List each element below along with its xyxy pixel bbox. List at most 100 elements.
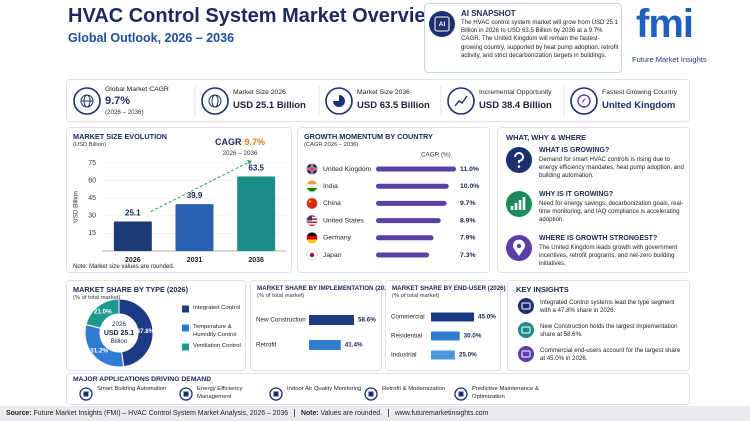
flag-outline xyxy=(306,249,318,261)
y-tick-label: 30 xyxy=(88,213,96,220)
flag-part xyxy=(306,239,318,244)
flag-part xyxy=(306,215,318,227)
bar xyxy=(431,331,460,341)
slice-label: 21.0% xyxy=(94,309,112,316)
flag xyxy=(306,163,318,175)
app-label: Smart Building Automation xyxy=(97,386,167,392)
icon-glyph xyxy=(521,326,531,334)
value-label: 30.0% xyxy=(464,333,482,340)
kpi-label: Market Size 2036 xyxy=(357,89,410,96)
category-label: Commercial xyxy=(391,314,425,321)
icon-glyph xyxy=(514,203,518,210)
slice-label: 31.2% xyxy=(90,347,108,354)
kpi-value: 9.7% xyxy=(105,95,131,107)
category-label: India xyxy=(323,183,338,190)
graphic xyxy=(518,298,534,362)
y-axis-label: USD Billion xyxy=(73,191,80,223)
icon-glyph xyxy=(83,391,89,397)
value-label: 58.6% xyxy=(358,317,376,324)
chart-subtitle: (% of total market) xyxy=(392,293,440,299)
center-label: Billion xyxy=(111,338,128,345)
value-label: 7.9% xyxy=(460,235,476,242)
flag-part xyxy=(306,224,318,227)
graphic xyxy=(73,86,598,117)
bar xyxy=(376,166,456,172)
category-label: Germany xyxy=(323,235,352,242)
kpi-value: USD 25.1 Billion xyxy=(233,100,306,111)
url: www.futuremarketinsights.com xyxy=(394,410,489,417)
category-label: China xyxy=(323,200,341,207)
section-title: KEY INSIGHTS xyxy=(516,285,569,294)
value-label: 7.3% xyxy=(460,252,476,259)
app-icon xyxy=(269,387,283,401)
chart-subtitle: (% of total market) xyxy=(73,295,121,301)
icon-glyph xyxy=(516,243,522,249)
bar xyxy=(376,200,447,206)
bar xyxy=(376,252,430,258)
icon-glyph xyxy=(183,391,189,397)
x-tick-label: 2036 xyxy=(248,257,264,264)
chart-title: GROWTH MOMENTUM BY COUNTRY xyxy=(304,132,433,141)
icon-glyph xyxy=(510,206,514,210)
icon-glyph xyxy=(577,94,591,108)
donut-slice xyxy=(118,298,154,368)
legend-label: Ventilation Control xyxy=(193,343,241,349)
logo-mark: fmi xyxy=(636,2,694,46)
graphic: CAGR (%) United Kingdom 11.0% India 10.0% Chi… xyxy=(306,152,479,261)
insight-icon xyxy=(518,298,534,314)
icon-glyph xyxy=(368,391,374,397)
center-label: USD 25.1 xyxy=(104,330,134,337)
ai-icon-label: AI xyxy=(439,21,446,28)
value-label: 9.7% xyxy=(460,200,476,207)
chart-title: MARKET SHARE BY IMPLEMENTATION (2026) xyxy=(257,285,394,292)
graphic: 15 30 45 60 75 USD Billion 25.1 2026 39.9 2031 63.… xyxy=(73,159,287,264)
icon-glyph xyxy=(458,391,464,397)
key-insights: KEY INSIGHTS Integrated Control systems … xyxy=(507,280,690,371)
page-subtitle: Global Outlook, 2026 – 2036 xyxy=(68,31,235,45)
app-label: Predictive Maintenance & Optimization xyxy=(472,386,539,400)
flag xyxy=(306,215,318,227)
chart-panel: 47.8% 31.2% 21.0% 2026 USD 25.1 Billion MARKET… xyxy=(66,280,246,371)
flag xyxy=(306,197,318,209)
x-tick-label: 2026 xyxy=(125,257,141,264)
app-icon xyxy=(454,387,468,401)
kpi-label: Incremental Opportunity xyxy=(479,89,552,96)
chart-panel: CAGR (%) United Kingdom 11.0% India 10.0% Chi… xyxy=(297,127,490,273)
bar xyxy=(376,235,434,241)
flag xyxy=(306,232,318,244)
chart-panel: 15 30 45 60 75 USD Billion 25.1 2026 39.9 2031 63.… xyxy=(66,127,292,273)
bar xyxy=(309,315,354,325)
category-label: Retrofit xyxy=(256,342,277,349)
flag-outline xyxy=(306,232,318,244)
insight-icon xyxy=(518,322,534,338)
app-label: Energy Efficiency Management xyxy=(197,386,243,400)
flag xyxy=(306,249,318,261)
icon-glyph xyxy=(517,165,521,168)
bar xyxy=(376,218,441,224)
kpi-value: United Kingdom xyxy=(602,100,676,111)
kpi-value: USD 38.4 Billion xyxy=(479,100,552,111)
insight-text: Integrated Control systems lead the type… xyxy=(540,299,675,314)
kpi-label: Fastest Growing Country xyxy=(602,89,678,96)
snapshot-title: AI SNAPSHOT xyxy=(461,9,516,18)
separator xyxy=(294,409,296,418)
icon-glyph xyxy=(514,152,524,163)
legend-label: Temperature & Humidity Control xyxy=(193,324,237,338)
y-tick-label: 15 xyxy=(88,230,96,237)
kpi-icon xyxy=(201,87,229,115)
section-title: WHAT, WHY & WHERE xyxy=(506,133,587,142)
value-label: 25.1 xyxy=(125,209,141,218)
flag-part xyxy=(306,232,318,237)
center-label: 2026 xyxy=(112,321,127,328)
note: Values are rounded. xyxy=(320,410,383,417)
value-label: 8.9% xyxy=(460,217,476,224)
flag-part xyxy=(306,180,318,185)
icon-glyph xyxy=(83,94,91,108)
icon-glyph xyxy=(211,94,219,108)
app-icon xyxy=(179,387,193,401)
value-label: 41.4% xyxy=(345,342,363,349)
ai-icon: AI xyxy=(429,11,455,37)
value-label: 45.0% xyxy=(478,314,496,321)
kpi-value: USD 63.5 Billion xyxy=(357,100,430,111)
